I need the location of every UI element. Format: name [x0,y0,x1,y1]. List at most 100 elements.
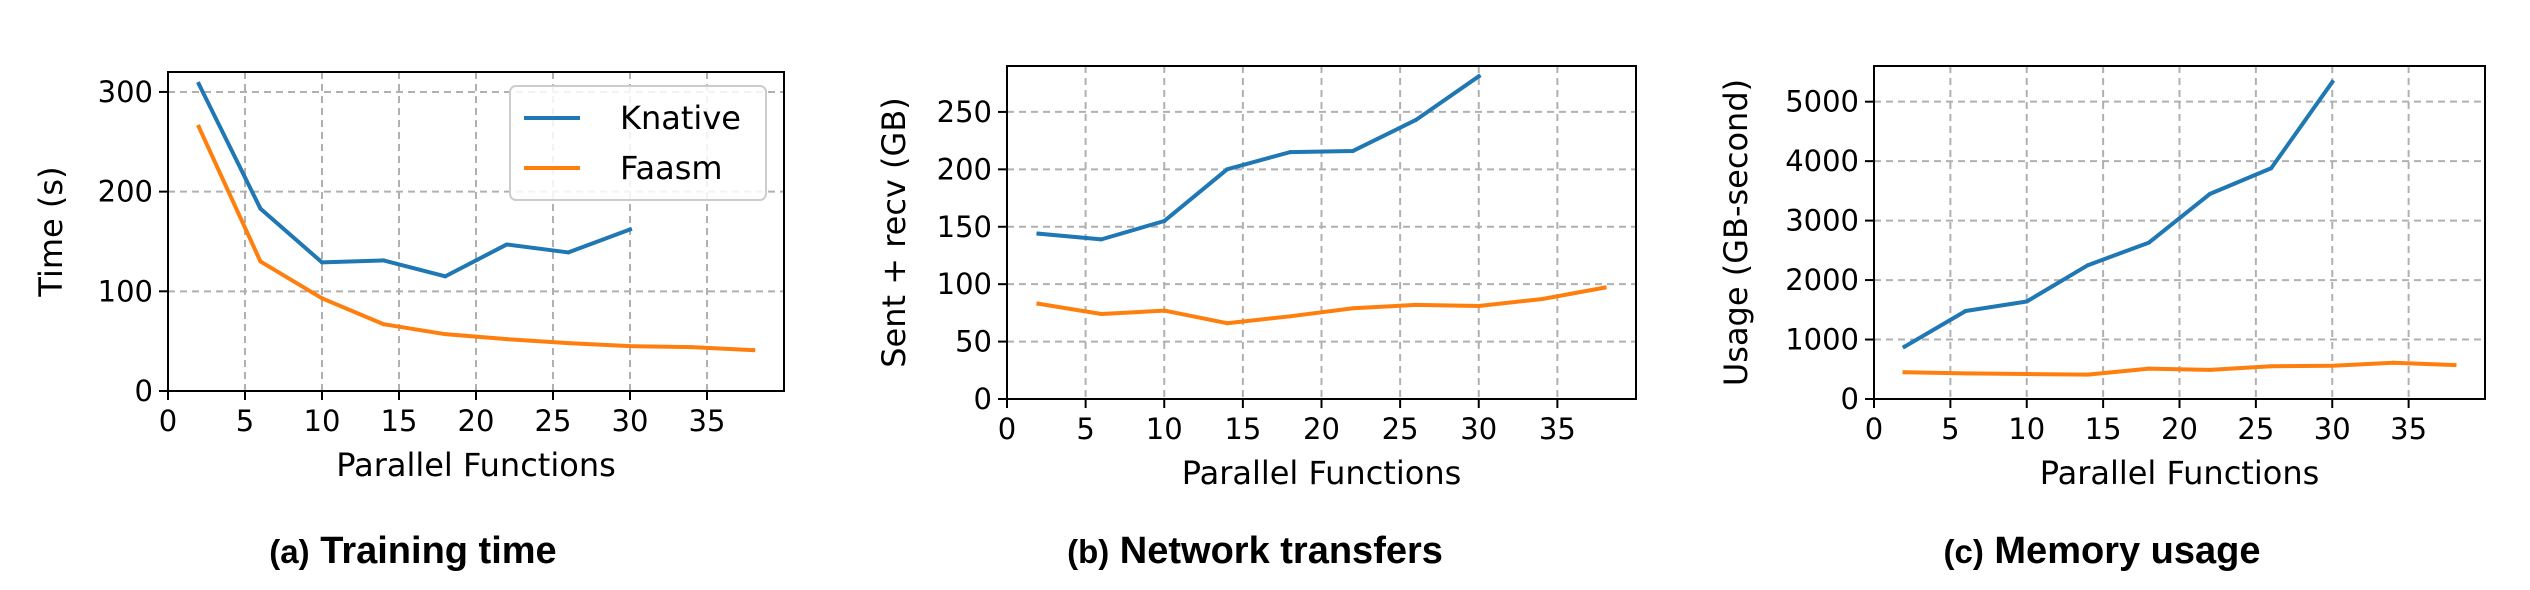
y-tick-label: 200 [937,152,992,186]
x-tick-label: 35 [1539,412,1576,446]
series-line-knative [196,81,633,279]
data-point-faasm [1099,312,1104,317]
legend: Knative Faasm [509,85,767,201]
data-point-faasm [751,348,756,353]
x-tick-label: 25 [535,404,572,438]
data-point-knative [1350,148,1355,153]
data-point-faasm [2208,367,2213,372]
data-point-faasm [2452,363,2457,368]
chart-panel-1: 0 5 10 15 20 25 30 35 0 50 100 150 200 250 Parallel Fu… [875,65,1637,492]
caption-title: Memory usage [1994,530,2261,572]
data-point-knative [566,250,571,255]
x-tick-label: 0 [1865,412,1883,446]
x-tick-label: 5 [1076,412,1094,446]
y-tick-label: 0 [974,382,992,416]
data-point-knative [381,258,386,263]
data-point-knative [1963,308,1968,313]
y-tick-label: 100 [98,274,153,308]
y-tick-label: 0 [135,374,153,408]
caption-title: Training time [320,530,557,572]
data-point-faasm [1162,308,1167,313]
caption-training-time: (a) Training time [269,530,556,573]
x-tick-label: 20 [458,404,495,438]
data-point-faasm [566,341,571,346]
caption-title: Network transfers [1119,530,1443,572]
y-tick-label: 100 [937,267,992,301]
x-axis-label: Parallel Functions [336,446,616,484]
data-point-knative [1476,74,1481,79]
data-point-knative [2269,166,2274,171]
y-tick-label: 5000 [1785,85,1859,119]
x-tick-label: 15 [1224,412,1261,446]
caption-memory-usage: (c) Memory usage [1944,530,2261,573]
data-point-knative [1225,167,1230,172]
chart-panel-0: 0 5 10 15 20 25 30 35 0 100 200 300 Parallel Functio… [32,71,785,484]
data-point-knative [1288,150,1293,155]
x-axis-label: Parallel Functions [1182,454,1462,492]
y-axis-label: Usage (GB-second) [1717,79,1755,386]
x-tick-label: 10 [304,404,341,438]
caption-prefix: (b) [1067,533,1110,570]
data-point-faasm [320,296,324,301]
y-tick-label: 300 [98,75,153,109]
x-tick-label: 20 [1303,412,1340,446]
series-line-faasm [1902,360,2457,377]
data-point-faasm [443,332,448,337]
data-point-faasm [2085,372,2090,377]
data-point-faasm [1902,370,1907,375]
data-point-knative [258,206,263,211]
y-tick-label: 3000 [1785,204,1859,238]
series-line-faasm [196,124,756,353]
y-tick-label: 0 [1841,382,1859,416]
data-point-faasm [381,322,386,327]
x-tick-label: 30 [2314,412,2351,446]
data-point-faasm [1036,301,1041,306]
series-line-knative [1036,73,1482,242]
data-point-knative [2146,240,2151,245]
y-axis-label: Time (s) [32,166,70,297]
data-point-faasm [504,337,509,342]
data-point-faasm [258,259,263,264]
data-point-knative [1036,231,1041,236]
x-tick-label: 15 [381,404,418,438]
x-tick-label: 20 [2161,412,2198,446]
data-point-knative [2330,80,2335,85]
data-point-knative [320,260,324,265]
data-point-knative [1162,219,1167,224]
data-point-faasm [196,124,201,129]
y-tick-label: 4000 [1785,144,1859,178]
legend-box [509,85,767,201]
x-tick-label: 30 [612,404,649,438]
x-axis-label: Parallel Functions [2040,454,2320,492]
legend-label-faasm: Faasm [620,149,723,187]
data-point-faasm [1476,303,1481,308]
caption-prefix: (c) [1943,533,1984,570]
x-tick-label: 30 [1460,412,1497,446]
data-point-faasm [1963,371,1968,376]
data-point-faasm [2024,372,2029,377]
series-line-knative [1901,79,2336,350]
y-tick-label: 200 [98,175,153,209]
x-tick-label: 10 [2008,412,2045,446]
y-tick-label: 150 [937,210,992,244]
chart-panel-2: 0 5 10 15 20 25 30 35 0 1000 2000 3000 4000 5000 Paral… [1717,65,2486,492]
y-axis-label: Sent + recv (GB) [875,97,913,368]
data-point-knative [2085,263,2090,268]
x-tick-label: 35 [2390,412,2427,446]
x-tick-label: 25 [1382,412,1419,446]
series-line-faasm [1036,285,1607,326]
y-tick-label: 50 [955,325,992,359]
data-point-faasm [1413,302,1418,307]
data-point-faasm [1225,321,1230,326]
data-point-knative [2208,191,2213,196]
data-point-faasm [2146,366,2151,371]
data-point-faasm [2391,360,2396,365]
y-tick-label: 2000 [1785,263,1859,297]
caption-prefix: (a) [269,533,310,570]
data-point-knative [1413,117,1418,122]
x-tick-label: 0 [998,412,1016,446]
data-point-knative [196,81,201,86]
x-tick-label: 35 [689,404,726,438]
data-point-knative [1902,344,1907,349]
